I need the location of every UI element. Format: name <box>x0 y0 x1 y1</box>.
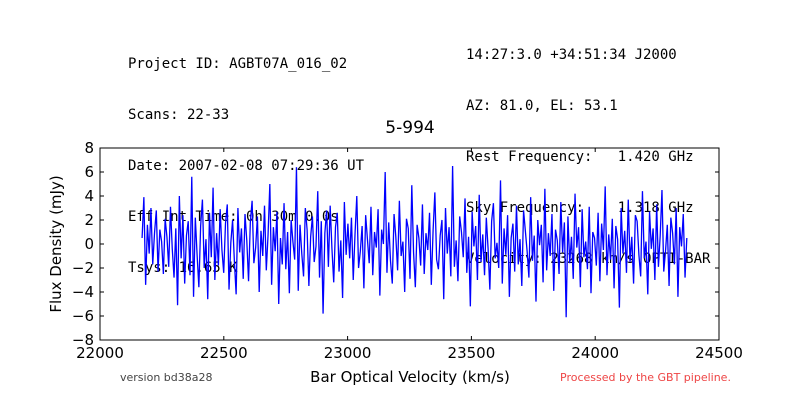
project-id-text: Project ID: AGBT07A_016_02 <box>128 56 348 72</box>
x-tick-label: 23000 <box>324 344 372 362</box>
y-tick-label: −2 <box>72 259 94 277</box>
y-tick-label: 8 <box>84 139 94 157</box>
x-axis-label: Bar Optical Velocity (km/s) <box>310 368 510 386</box>
y-tick-label: 6 <box>84 163 94 181</box>
scan-info-right: 14:27:3.0 +34:51:34 J2000 AZ: 81.0, EL: … <box>466 13 710 285</box>
version-label: version bd38a28 <box>120 371 213 384</box>
y-tick-label: −4 <box>72 283 94 301</box>
y-tick-label: 2 <box>84 211 94 229</box>
x-axis: 22000 22500 23000 23500 24000 24500 <box>76 148 743 362</box>
spectrum-line <box>141 165 688 318</box>
y-tick-label: 4 <box>84 187 94 205</box>
rest-frequency-text: Rest Frequency: 1.420 GHz <box>466 149 694 165</box>
y-axis: −8 −6 −4 −2 0 2 4 6 8 <box>72 139 719 349</box>
y-tick-label: −8 <box>72 331 94 349</box>
y-axis-label: Flux Density (mJy) <box>47 175 65 312</box>
date-text: Date: 2007-02-08 07:29:36 UT <box>128 158 365 174</box>
plot-area <box>141 165 688 318</box>
x-tick-label: 24500 <box>695 344 743 362</box>
plot-frame <box>99 147 720 341</box>
scans-text: Scans: 22-33 <box>128 107 230 123</box>
chart-title: 5-994 <box>385 118 434 138</box>
y-tick-label: 0 <box>84 235 94 253</box>
x-tick-label: 22500 <box>200 344 248 362</box>
az-el-text: AZ: 81.0, EL: 53.1 <box>466 98 618 114</box>
x-tick-label: 23500 <box>448 344 496 362</box>
x-tick-label: 22000 <box>76 344 124 362</box>
coordinates-text: 14:27:3.0 +34:51:34 J2000 <box>466 47 677 63</box>
y-tick-label: −6 <box>72 307 94 325</box>
pipeline-label: Processed by the GBT pipeline. <box>560 371 731 384</box>
x-tick-label: 24000 <box>571 344 619 362</box>
